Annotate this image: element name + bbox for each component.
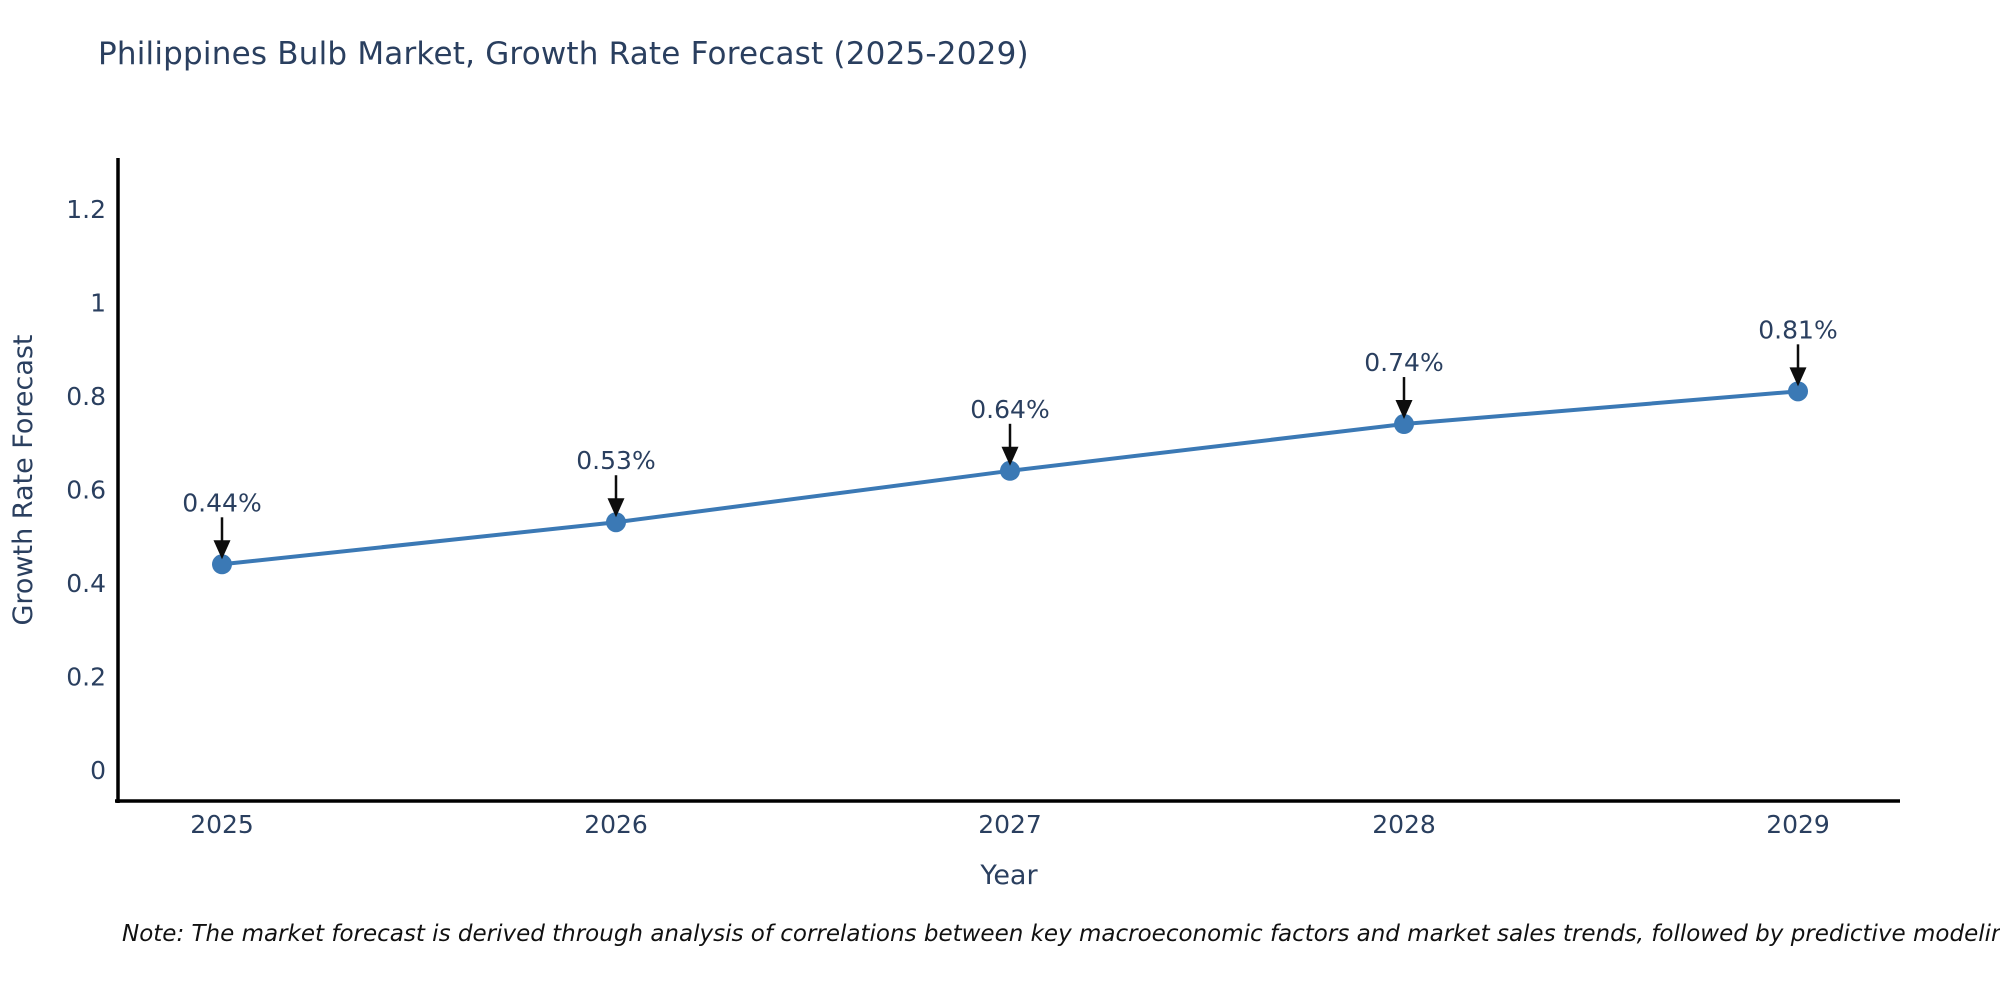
y-tick-label: 0.2 <box>66 663 106 692</box>
y-tick-label: 1 <box>90 289 106 318</box>
y-tick-label: 0.4 <box>66 569 106 598</box>
x-tick-label: 2027 <box>978 810 1042 839</box>
annotation-arrow-head <box>1395 400 1413 420</box>
point-value-label: 0.74% <box>1364 348 1443 377</box>
y-axis-title: Growth Rate Forecast <box>8 334 39 625</box>
data-point-2029[interactable] <box>1788 381 1808 402</box>
data-point-2027[interactable] <box>1000 460 1020 481</box>
annotation-arrow-head <box>607 498 625 518</box>
point-value-label: 0.53% <box>576 446 655 475</box>
y-tick-label: 1.2 <box>66 195 106 224</box>
x-axis-title: Year <box>979 860 1038 891</box>
point-value-label: 0.44% <box>182 488 261 517</box>
x-tick-label: 2026 <box>584 810 648 839</box>
y-tick-label: 0 <box>90 756 106 785</box>
x-tick-label: 2025 <box>190 810 254 839</box>
data-point-2025[interactable] <box>212 554 232 575</box>
chart-footnote: Note: The market forecast is derived thr… <box>122 921 2000 947</box>
data-point-2026[interactable] <box>606 512 626 533</box>
y-tick-label: 0.6 <box>66 476 106 505</box>
x-tick-label: 2029 <box>1766 810 1830 839</box>
y-tick-label: 0.8 <box>66 382 106 411</box>
x-tick-label: 2028 <box>1372 810 1436 839</box>
data-point-2028[interactable] <box>1394 414 1414 435</box>
point-value-label: 0.81% <box>1758 315 1837 344</box>
chart-title: Philippines Bulb Market, Growth Rate For… <box>98 36 1029 72</box>
annotation-arrow-head <box>1001 446 1019 466</box>
point-value-label: 0.64% <box>970 395 1049 424</box>
annotation-arrow-head <box>213 540 231 560</box>
annotation-arrow-head <box>1789 367 1807 387</box>
